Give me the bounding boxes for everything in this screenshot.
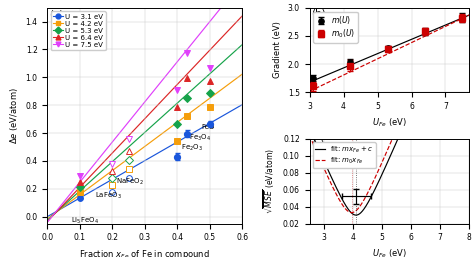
Text: Fe$_3$O$_4$: Fe$_3$O$_4$ bbox=[189, 132, 211, 143]
X-axis label: Fraction $x_{Fe}$ of Fe in compound: Fraction $x_{Fe}$ of Fe in compound bbox=[80, 248, 210, 257]
fit: $mx_{Fe}+c$: (6.51, 0.197): $mx_{Fe}+c$: (6.51, 0.197) bbox=[423, 72, 429, 76]
fit: $m_0x_{Fe}$: (6.51, 0.214): $m_0x_{Fe}$: (6.51, 0.214) bbox=[423, 58, 429, 61]
fit: $m_0x_{Fe}$: (6.48, 0.212): $m_0x_{Fe}$: (6.48, 0.212) bbox=[422, 60, 428, 63]
Legend: fit: $mx_{Fe}+c$, fit: $m_0x_{Fe}$: fit: $mx_{Fe}+c$, fit: $m_0x_{Fe}$ bbox=[313, 142, 375, 168]
Text: LaFeO$_3$: LaFeO$_3$ bbox=[95, 191, 122, 201]
fit: $mx_{Fe}+c$: (4.69, 0.0564): $mx_{Fe}+c$: (4.69, 0.0564) bbox=[370, 191, 376, 194]
Y-axis label: $\Delta e$ (eV/atom): $\Delta e$ (eV/atom) bbox=[8, 87, 20, 144]
fit: $m_0x_{Fe}$: (4.69, 0.0695): $m_0x_{Fe}$: (4.69, 0.0695) bbox=[370, 180, 376, 183]
X-axis label: $U_{Fe}$ (eV): $U_{Fe}$ (eV) bbox=[372, 248, 407, 257]
fit: $mx_{Fe}+c$: (4.31, 0.0343): $mx_{Fe}+c$: (4.31, 0.0343) bbox=[359, 210, 365, 213]
Legend: U = 3.1 eV, U = 4.2 eV, U = 5.3 eV, U = 6.4 eV, U = 7.5 eV: U = 3.1 eV, U = 4.2 eV, U = 5.3 eV, U = … bbox=[51, 11, 106, 50]
Legend: $m(U)$, $m_0(U)$: $m(U)$, $m_0(U)$ bbox=[313, 12, 358, 42]
fit: $mx_{Fe}+c$: (4.1, 0.03): $mx_{Fe}+c$: (4.1, 0.03) bbox=[353, 214, 359, 217]
Y-axis label: Gradient (eV): Gradient (eV) bbox=[273, 22, 282, 78]
fit: $m_0x_{Fe}$: (3.95, 0.033): $m_0x_{Fe}$: (3.95, 0.033) bbox=[349, 211, 355, 214]
Text: Li$_5$FeO$_4$: Li$_5$FeO$_4$ bbox=[71, 216, 99, 226]
fit: $m_0x_{Fe}$: (4.31, 0.0442): $m_0x_{Fe}$: (4.31, 0.0442) bbox=[359, 201, 365, 205]
Text: (a): (a) bbox=[49, 10, 64, 20]
fit: $mx_{Fe}+c$: (5.97, 0.154): $mx_{Fe}+c$: (5.97, 0.154) bbox=[408, 109, 413, 112]
fit: $mx_{Fe}+c$: (6.48, 0.195): $mx_{Fe}+c$: (6.48, 0.195) bbox=[422, 74, 428, 77]
fit: $mx_{Fe}+c$: (2.5, 0.132): $mx_{Fe}+c$: (2.5, 0.132) bbox=[307, 127, 312, 130]
Line: fit: $m_0x_{Fe}$: fit: $m_0x_{Fe}$ bbox=[310, 0, 469, 213]
Text: (c): (c) bbox=[311, 140, 325, 150]
Text: (b): (b) bbox=[311, 8, 326, 19]
fit: $m_0x_{Fe}$: (3.16, 0.0729): $m_0x_{Fe}$: (3.16, 0.0729) bbox=[326, 177, 332, 180]
X-axis label: $U_{Fe}$ (eV): $U_{Fe}$ (eV) bbox=[372, 117, 407, 129]
fit: $mx_{Fe}+c$: (3.16, 0.0814): $mx_{Fe}+c$: (3.16, 0.0814) bbox=[326, 170, 332, 173]
Text: NaFeO$_2$: NaFeO$_2$ bbox=[116, 177, 144, 187]
Line: fit: $mx_{Fe}+c$: fit: $mx_{Fe}+c$ bbox=[310, 0, 469, 215]
Y-axis label: $\sqrt{\overline{MSE}}$ (eV/atom): $\sqrt{\overline{MSE}}$ (eV/atom) bbox=[262, 148, 277, 214]
Text: FeO: FeO bbox=[201, 124, 215, 130]
fit: $m_0x_{Fe}$: (5.97, 0.17): $m_0x_{Fe}$: (5.97, 0.17) bbox=[408, 95, 413, 98]
Text: Fe$_2$O$_3$: Fe$_2$O$_3$ bbox=[181, 143, 202, 153]
fit: $m_0x_{Fe}$: (2.5, 0.124): $m_0x_{Fe}$: (2.5, 0.124) bbox=[307, 134, 312, 137]
